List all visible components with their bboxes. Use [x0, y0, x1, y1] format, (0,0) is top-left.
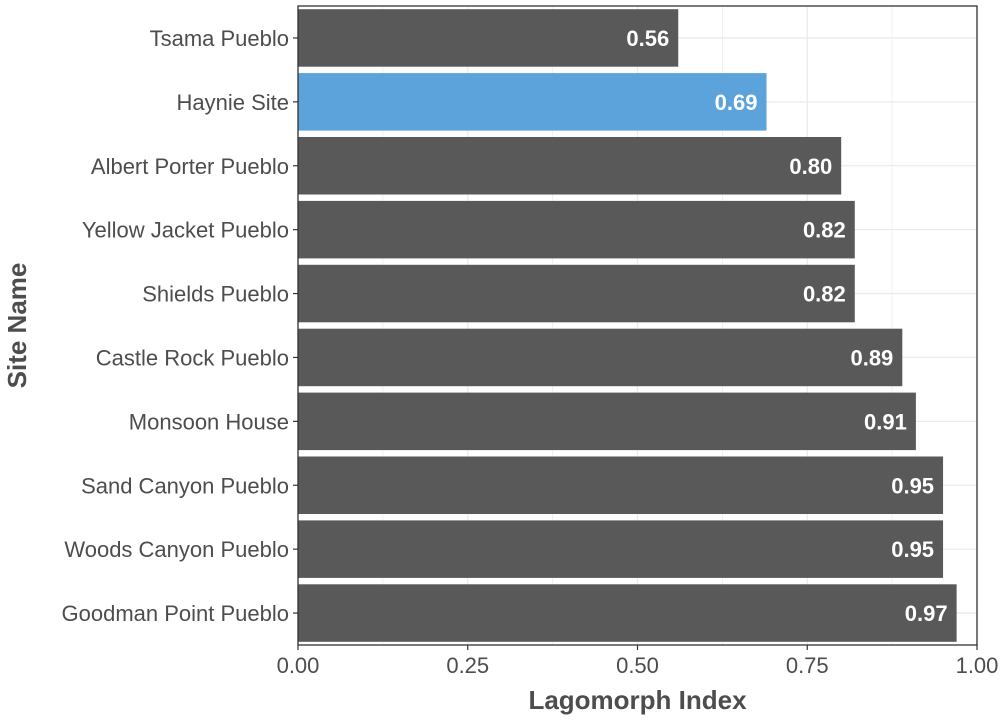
- bar: [298, 584, 957, 642]
- x-tick-label: 0.50: [616, 653, 659, 678]
- y-tick-label: Sand Canyon Pueblo: [81, 473, 289, 498]
- data-label: 0.97: [905, 601, 948, 626]
- y-tick-label: Haynie Site: [176, 90, 289, 115]
- x-axis-title: Lagomorph Index: [528, 685, 747, 715]
- y-axis-title: Site Name: [2, 263, 32, 389]
- bar: [298, 328, 903, 387]
- data-label: 0.82: [803, 218, 846, 243]
- y-tick-label: Tsama Pueblo: [150, 26, 289, 51]
- bar: [298, 136, 842, 195]
- data-label: 0.89: [850, 345, 893, 370]
- bar: [298, 200, 855, 259]
- data-label: 0.91: [864, 409, 907, 434]
- bars: 0.56 0.69 0.80 0.82 0.82 0.89 0.91 0.95 0.95 0.97: [298, 9, 957, 642]
- data-label: 0.69: [715, 90, 758, 115]
- bar: [298, 73, 767, 131]
- bar: [298, 520, 944, 578]
- y-tick-label: Monsoon House: [129, 409, 289, 434]
- x-tick-label: 0.75: [786, 653, 829, 678]
- y-tick-label: Woods Canyon Pueblo: [64, 537, 289, 562]
- data-label: 0.80: [789, 154, 832, 179]
- y-tick-label: Castle Rock Pueblo: [96, 345, 289, 370]
- y-tick-label: Albert Porter Pueblo: [91, 154, 289, 179]
- data-label: 0.82: [803, 282, 846, 307]
- y-tick-label: Yellow Jacket Pueblo: [82, 218, 289, 243]
- x-tick-label: 0.00: [277, 653, 320, 678]
- y-tick-label: Shields Pueblo: [142, 282, 289, 307]
- bar: [298, 456, 944, 515]
- bar: [298, 9, 679, 67]
- x-tick-label: 1.00: [956, 653, 999, 678]
- bar: [298, 392, 916, 451]
- x-tick-label: 0.25: [446, 653, 489, 678]
- data-label: 0.95: [891, 537, 934, 562]
- y-tick-label: Goodman Point Pueblo: [62, 601, 290, 626]
- x-axis: 0.00 0.25 0.50 0.75 1.00: [277, 645, 999, 678]
- data-label: 0.95: [891, 473, 934, 498]
- y-axis: Tsama Pueblo Haynie Site Albert Porter Pue…: [62, 26, 298, 626]
- bar: [298, 264, 855, 323]
- data-label: 0.56: [626, 26, 669, 51]
